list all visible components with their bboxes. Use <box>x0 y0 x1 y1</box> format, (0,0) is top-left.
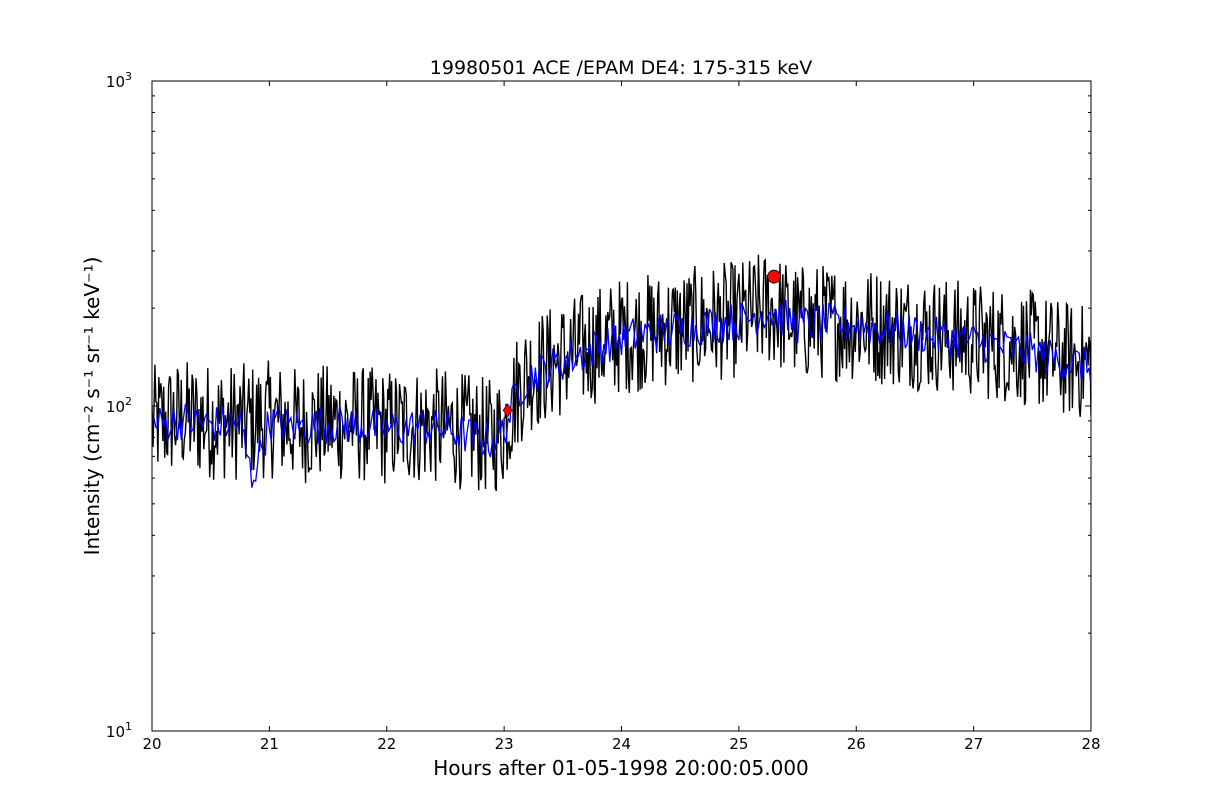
x-tick-label: 21 <box>260 735 279 753</box>
y-tick-exponent: 3 <box>125 70 132 83</box>
x-tick-label: 22 <box>377 735 396 753</box>
y-axis-label: Intensity (cm⁻² s⁻¹ sr⁻¹ keV⁻¹) <box>80 257 104 556</box>
series-line-smoothed <box>152 299 1091 488</box>
x-axis-label: Hours after 01-05-1998 20:00:05.000 <box>433 756 809 780</box>
y-tick-label: 102 <box>106 395 132 416</box>
plot-area <box>152 254 1091 492</box>
x-tick-label: 25 <box>729 735 748 753</box>
y-tick-base: 10 <box>106 723 125 741</box>
y-tick-base: 10 <box>106 398 125 416</box>
x-tick-label: 28 <box>1081 735 1100 753</box>
peak-marker <box>767 269 781 284</box>
y-tick-label: 103 <box>106 70 132 91</box>
series-line-raw <box>152 254 1091 492</box>
y-tick-label: 101 <box>106 720 132 741</box>
x-tick-label: 20 <box>142 735 161 753</box>
y-tick-base: 10 <box>106 73 125 91</box>
x-tick-label: 26 <box>847 735 866 753</box>
y-tick-exponent: 2 <box>125 395 132 408</box>
y-tick-exponent: 1 <box>125 720 132 733</box>
onset-marker <box>502 403 513 418</box>
x-axis: 20 21 22 23 24 25 26 27 28 <box>142 81 1101 753</box>
x-tick-label: 27 <box>964 735 983 753</box>
x-tick-label: 23 <box>495 735 514 753</box>
plot-frame <box>151 80 1092 732</box>
chart-title: 19980501 ACE /EPAM DE4: 175-315 keV <box>430 57 812 79</box>
x-tick-label: 24 <box>612 735 631 753</box>
